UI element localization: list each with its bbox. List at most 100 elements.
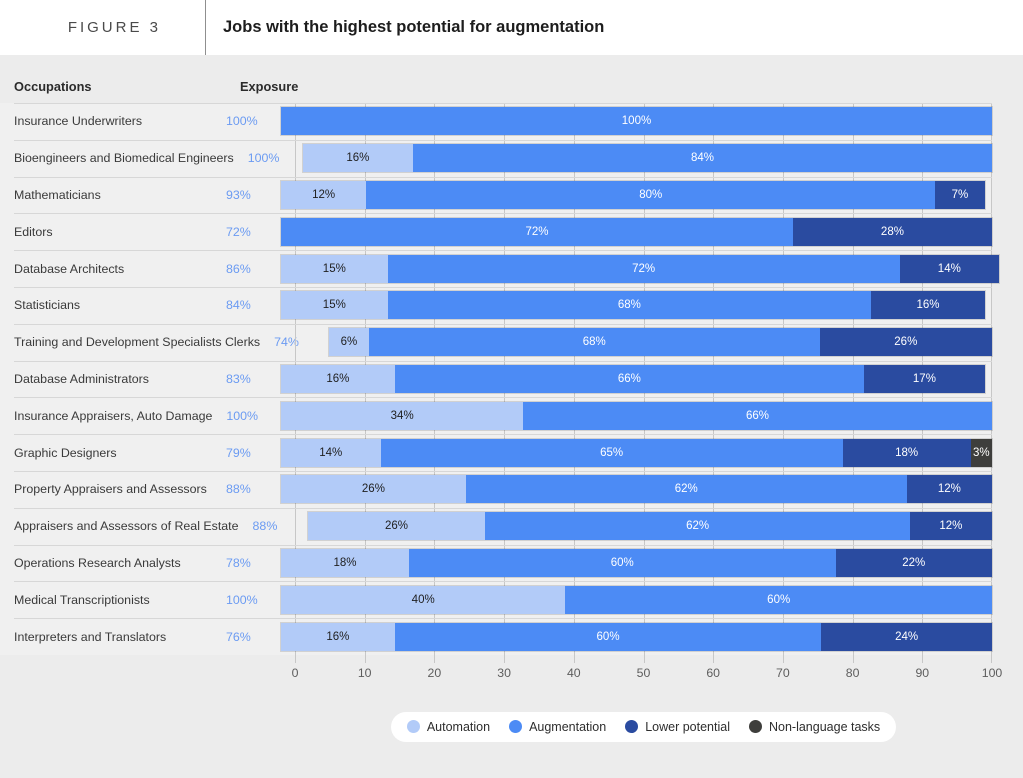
axis-tick-label: 60: [706, 665, 721, 680]
bar-segment-label: 80%: [639, 188, 663, 201]
axis-tick-label: 70: [776, 665, 790, 680]
occupation-row: Medical Transcriptionists 100% 40% 60%: [0, 581, 992, 618]
occupation-label: Bioengineers and Biomedical Engineers: [14, 151, 234, 166]
bar-cell: 12% 80% 7%: [281, 177, 992, 214]
bar-segment-lower-potential: 16%: [871, 291, 985, 320]
bar-segment-augmentation: 80%: [366, 180, 936, 209]
bar-cell: 15% 68% 16%: [281, 287, 992, 324]
occupation-row: Editors 72% 72% 28%: [0, 213, 992, 250]
bar-cell: 100%: [281, 103, 992, 140]
exposure-value: 78%: [226, 555, 251, 570]
legend-label: Non-language tasks: [768, 719, 881, 734]
bar-segment-augmentation: 60%: [565, 585, 992, 614]
axis-tick-label: 0: [291, 665, 299, 680]
occupation-label: Statisticians: [14, 298, 81, 313]
axis-tick-label: 80: [845, 665, 860, 680]
bar-segment-augmentation: 65%: [380, 438, 843, 467]
stacked-bar: 18% 60% 22%: [281, 548, 992, 577]
bar-cell: 16% 60% 24%: [281, 618, 992, 655]
bar-cell: 14% 65% 18% 3%: [281, 434, 992, 471]
bar-segment-automation: 40%: [281, 585, 566, 614]
axis-tick-label: 20: [427, 665, 442, 680]
bar-segment-label: 60%: [610, 556, 634, 569]
bar-segment-augmentation: 84%: [413, 144, 992, 173]
occupation-label: Database Architects: [14, 261, 125, 276]
bar-segment-augmentation: 60%: [408, 548, 836, 577]
bar-cell: 16% 66% 17%: [281, 361, 992, 398]
stacked-bar: 15% 72% 14%: [281, 254, 1000, 283]
legend-item: Non-language tasks: [748, 719, 881, 734]
occupation-label: Property Appraisers and Assessors: [14, 482, 207, 497]
bar-segment-augmentation: 68%: [387, 291, 872, 320]
bar-segment-automation: 15%: [281, 291, 388, 320]
bar-segment-lower-potential: 12%: [909, 512, 992, 541]
stacked-bar: 100%: [281, 107, 992, 136]
exposure-value: 84%: [226, 298, 251, 313]
stacked-bar: 34% 66%: [281, 401, 992, 430]
legend-dot-non-language-tasks: [748, 720, 762, 734]
bar-segment-automation: 18%: [281, 548, 409, 577]
bar-segment-label: 100%: [621, 115, 652, 128]
occupation-row: Interpreters and Translators 76% 16% 60% 24%: [0, 618, 992, 655]
bar-segment-lower-potential: 17%: [864, 364, 985, 393]
bar-segment-label: 16%: [346, 152, 370, 165]
bar-segment-label: 15%: [322, 262, 346, 275]
bar-segment-automation: 14%: [281, 438, 381, 467]
bar-segment-label: 26%: [384, 520, 409, 533]
bar-segment-augmentation: 66%: [522, 401, 992, 430]
legend-dot-automation: [406, 720, 420, 734]
occupation-row: Operations Research Analysts 78% 18% 60% 22%: [0, 544, 992, 582]
bar-segment-label: 40%: [411, 593, 435, 606]
bar-segment-label: 72%: [632, 262, 656, 275]
bar-segment-lower-potential: 18%: [842, 438, 971, 467]
occupation-label: Database Administrators: [14, 371, 149, 386]
bar-segment-label: 68%: [617, 299, 641, 312]
axis-tick-label: 10: [357, 665, 372, 680]
legend-dot-augmentation: [509, 720, 523, 734]
stacked-bar: 14% 65% 18% 3%: [281, 438, 992, 467]
bar-segment-label: 66%: [745, 409, 769, 422]
bar-segment-label: 17%: [912, 372, 936, 385]
stacked-bar: 16% 60% 24%: [281, 622, 992, 651]
stacked-bar: 16% 66% 17%: [281, 364, 985, 393]
bar-segment-augmentation: 62%: [485, 512, 910, 541]
bar-cell: 72% 28%: [281, 213, 992, 250]
bar-segment-label: 66%: [617, 372, 641, 385]
legend-label: Lower potential: [645, 719, 730, 734]
occupation-label: Insurance Underwriters: [14, 114, 143, 129]
bar-segment-label: 14%: [319, 446, 343, 459]
bar-segment-automation: 16%: [281, 622, 395, 651]
bar-segment-label: 18%: [895, 446, 919, 459]
occupation-row: Graphic Designers 79% 14% 65% 18% 3%: [0, 434, 992, 471]
stacked-bar: 26% 62% 12%: [307, 512, 992, 541]
header-divider: [205, 0, 206, 55]
bar-segment-label: 6%: [340, 336, 358, 349]
stacked-bar: 16% 84%: [302, 144, 992, 173]
bar-segment-label: 60%: [596, 630, 620, 643]
bar-segment-label: 68%: [582, 336, 606, 349]
bar-segment-augmentation: 62%: [465, 475, 907, 504]
bar-segment-automation: 26%: [281, 475, 466, 504]
occupation-row: Statisticians 84% 15% 68% 16%: [0, 286, 992, 324]
occupation-row: Training and Development Specialists Cle…: [0, 323, 992, 361]
bar-cell: 26% 62% 12%: [307, 508, 992, 545]
bar-segment-augmentation: 66%: [394, 364, 864, 393]
exposure-value: 86%: [226, 261, 251, 276]
bar-segment-label: 22%: [902, 556, 926, 569]
bar-cell: 40% 60%: [281, 581, 992, 618]
bar-segment-label: 15%: [322, 299, 346, 312]
occupation-label: Training and Development Specialists Cle…: [14, 335, 261, 350]
bar-segment-label: 65%: [600, 446, 624, 459]
occupation-row: Database Administrators 83% 16% 66% 17%: [0, 360, 992, 398]
bar-segment-lower-potential: 12%: [906, 475, 992, 504]
axis-tick-label: 100: [981, 665, 1003, 680]
bar-segment-label: 24%: [895, 630, 919, 643]
bar-segment-label: 28%: [880, 225, 904, 238]
exposure-value: 74%: [274, 335, 299, 350]
occupation-label: Editors: [14, 224, 53, 239]
axis-tick-label: 90: [915, 665, 930, 680]
bar-segment-lower-potential: 14%: [899, 254, 1000, 283]
bar-cell: 26% 62% 12%: [281, 471, 992, 508]
bar-segment-automation: 15%: [281, 254, 388, 283]
